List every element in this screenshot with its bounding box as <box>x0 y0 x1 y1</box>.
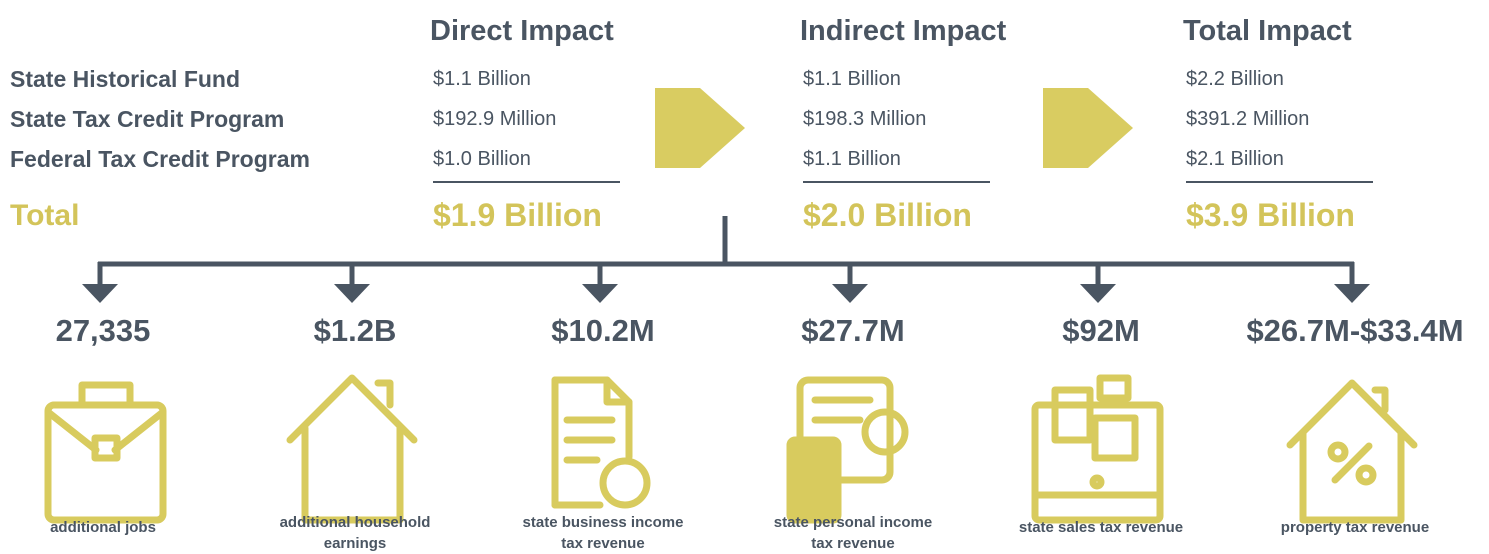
impact-value: $1.0 Billion <box>433 148 531 170</box>
arrow-head <box>334 284 370 303</box>
metric-label: property tax revenue <box>1281 519 1429 536</box>
metric-value: $92M <box>1062 313 1140 348</box>
register-icon <box>1031 374 1164 524</box>
arrow-head <box>1080 284 1116 303</box>
house-icon <box>286 374 418 524</box>
arrow <box>655 88 745 168</box>
metric-label: state sales tax revenue <box>1019 519 1183 536</box>
column-title: Direct Impact <box>430 15 614 47</box>
calculator-icon <box>786 376 909 524</box>
impact-value: $198.3 Million <box>803 108 926 130</box>
column-title: Total Impact <box>1183 15 1352 47</box>
column-total: $2.0 Billion <box>803 197 972 233</box>
column-total: $1.9 Billion <box>433 197 602 233</box>
metric-value: $27.7M <box>801 313 904 348</box>
metric-label: state business income <box>523 514 684 531</box>
arrow <box>1043 88 1133 168</box>
icons <box>44 374 1418 524</box>
metric-label: tax revenue <box>811 535 894 552</box>
arrow-head <box>1334 284 1370 303</box>
flow-arrows <box>655 88 1133 168</box>
program-label: State Tax Credit Program <box>10 106 284 132</box>
arrow-head <box>832 284 868 303</box>
arrow-head <box>82 284 118 303</box>
program-label: Federal Tax Credit Program <box>10 146 310 172</box>
total-label: Total <box>10 199 79 232</box>
column-title: Indirect Impact <box>800 15 1007 47</box>
metric-value: $26.7M-$33.4M <box>1246 313 1463 348</box>
briefcase-icon <box>44 381 167 524</box>
impact-value: $2.2 Billion <box>1186 68 1284 90</box>
document-icon <box>551 376 651 509</box>
column-total: $3.9 Billion <box>1186 197 1355 233</box>
metric-value: 27,335 <box>56 313 151 348</box>
arrow-head <box>582 284 618 303</box>
program-label: State Historical Fund <box>10 66 240 92</box>
impact-value: $391.2 Million <box>1186 108 1309 130</box>
tree <box>98 216 1354 267</box>
metric-label: tax revenue <box>561 535 644 552</box>
metric-value: $10.2M <box>551 313 654 348</box>
impact-value: $2.1 Billion <box>1186 148 1284 170</box>
impact-value: $192.9 Million <box>433 108 556 130</box>
metric-value: $1.2B <box>314 313 397 348</box>
metric-label: state personal income <box>774 514 932 531</box>
metric-label: earnings <box>324 535 387 552</box>
impact-value: $1.1 Billion <box>803 148 901 170</box>
property-icon <box>1286 379 1418 524</box>
metric-label: additional household <box>280 514 431 531</box>
impact-value: $1.1 Billion <box>803 68 901 90</box>
impact-value: $1.1 Billion <box>433 68 531 90</box>
metric-label: additional jobs <box>50 519 156 536</box>
